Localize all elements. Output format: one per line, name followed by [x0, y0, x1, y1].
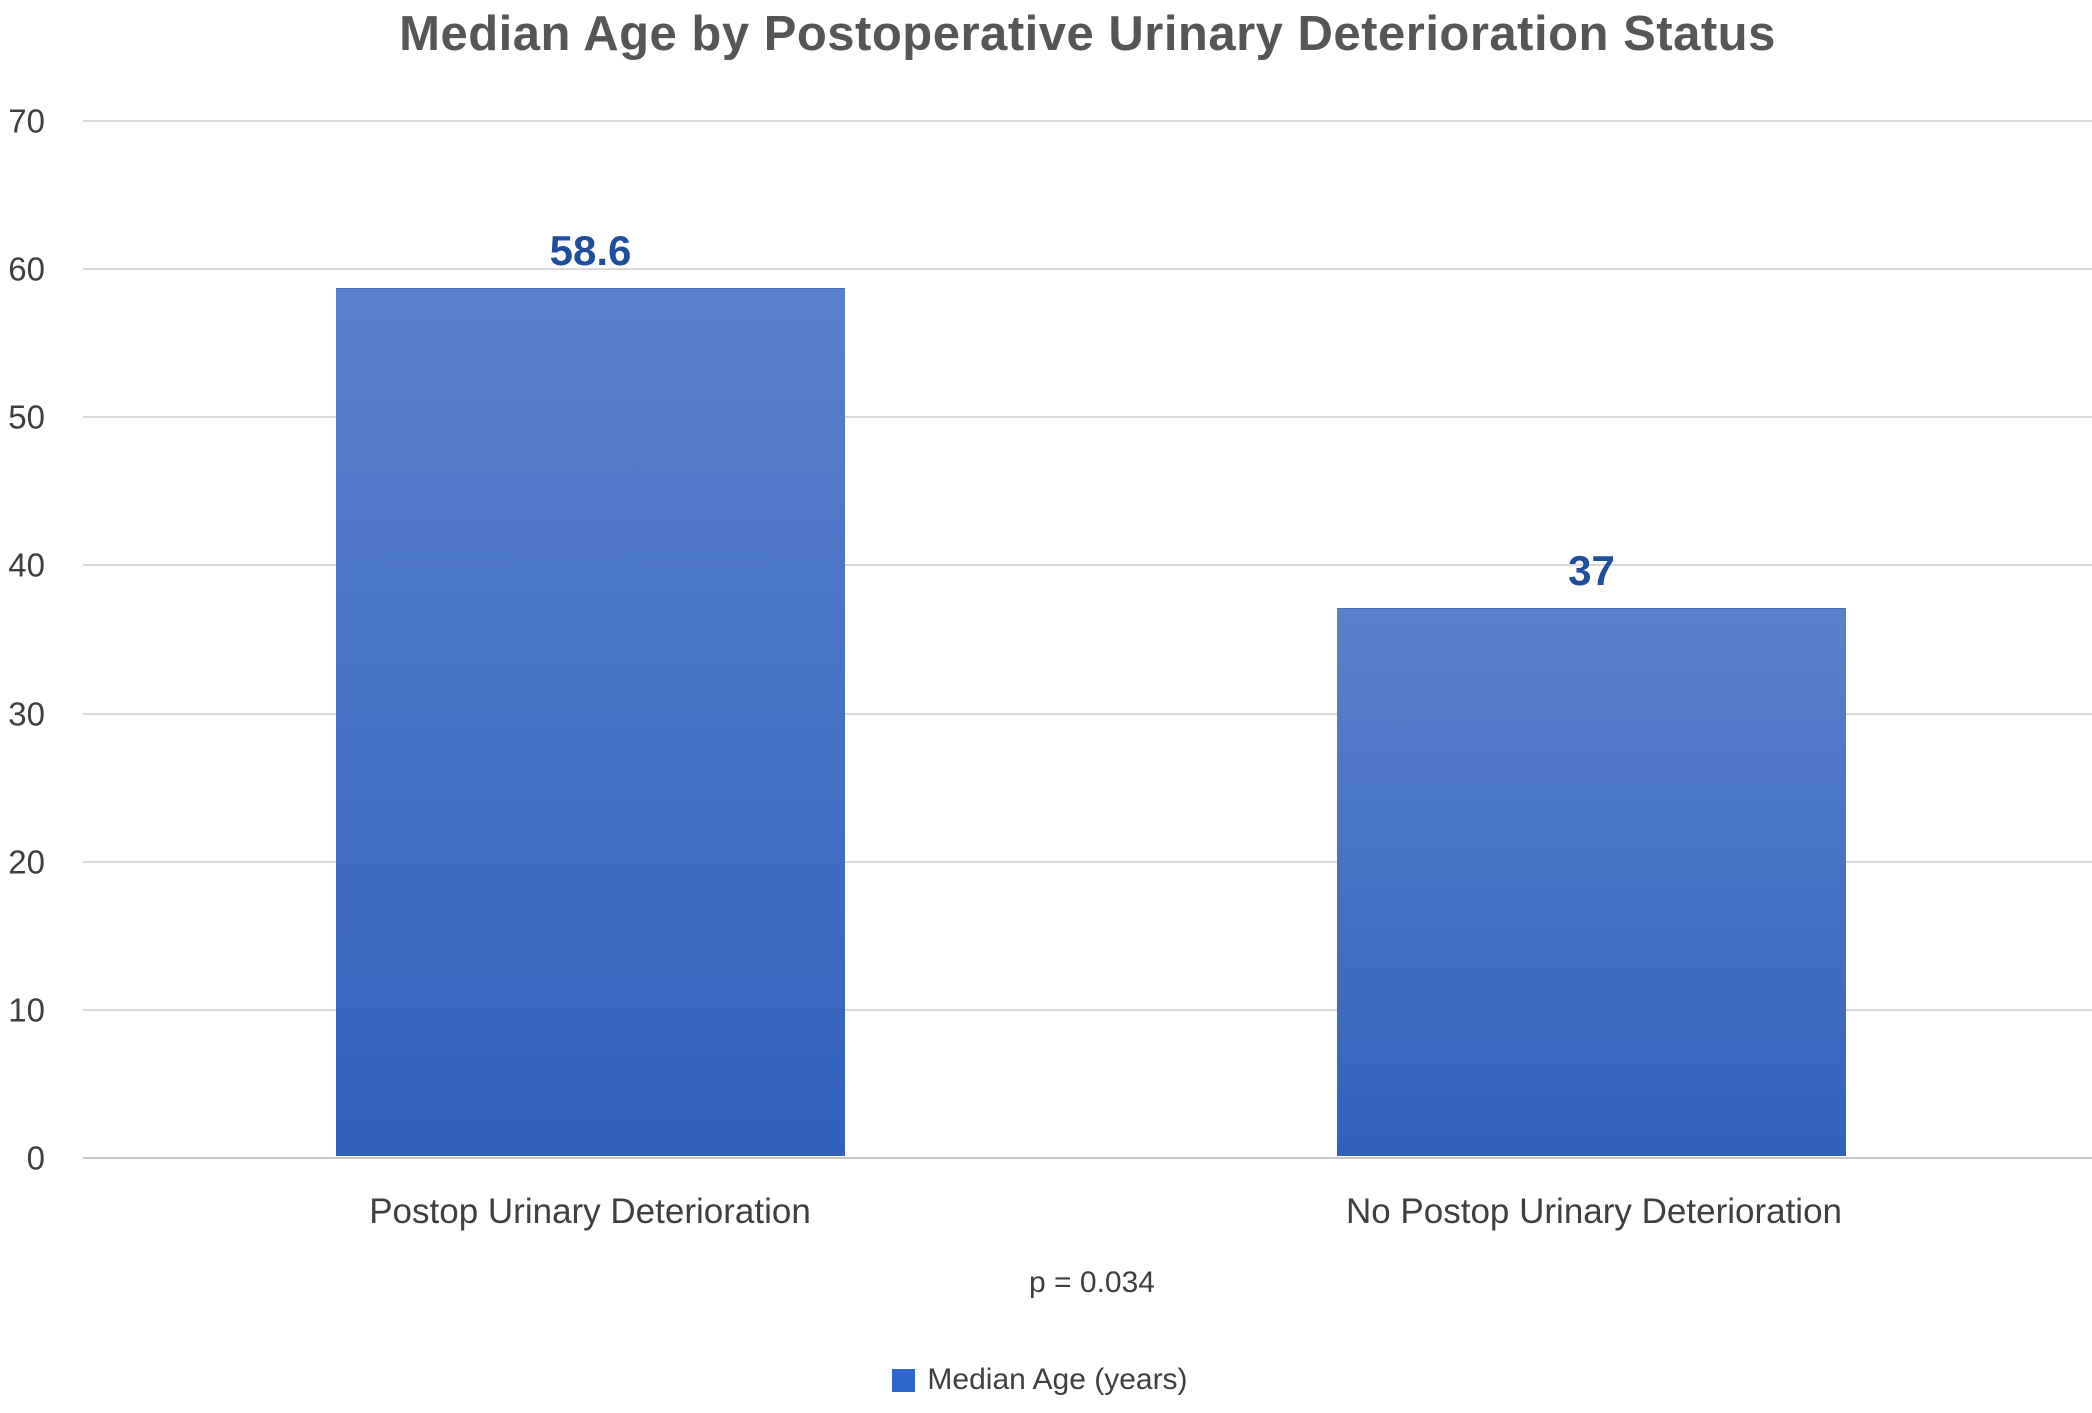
- y-tick-label: 40: [8, 546, 45, 584]
- gridline-50: [83, 416, 2092, 419]
- gridline-60: [83, 268, 2092, 271]
- y-tick-label: 50: [8, 398, 45, 436]
- gridline-20: [83, 860, 2092, 863]
- bar-value-label: 37: [1568, 546, 1615, 594]
- bar-postop-urinary-deterioration: 58.6: [336, 229, 845, 1156]
- chart-title: Median Age by Postoperative Urinary Dete…: [399, 7, 1776, 61]
- x-category-label: Postop Urinary Deterioration: [369, 1192, 811, 1231]
- plot-area: 58.6 37: [83, 120, 2092, 1159]
- y-tick-label: 20: [8, 843, 45, 881]
- gridline-70: [83, 120, 2092, 122]
- y-tick-label: 30: [8, 695, 45, 733]
- bar-value-label: 58.6: [549, 226, 632, 274]
- gridline-40: [83, 564, 2092, 567]
- y-axis: 0 10 20 30 40 50 60 70: [0, 105, 48, 1175]
- legend: Median Age (years): [0, 1362, 2080, 1398]
- y-tick-label: 10: [8, 991, 45, 1029]
- gridline-30: [83, 712, 2092, 715]
- gridline-0: [83, 1157, 2092, 1159]
- p-value-annotation: p = 0.034: [1029, 1266, 1155, 1299]
- y-tick-label: 0: [26, 1139, 45, 1177]
- gridline-10: [83, 1008, 2092, 1011]
- x-category-label: No Postop Urinary Deterioration: [1345, 1192, 1843, 1231]
- y-tick-label: 60: [8, 250, 45, 288]
- y-tick-label: 70: [8, 102, 45, 140]
- legend-label: Median Age (years): [927, 1363, 1188, 1396]
- bar-no-postop-urinary-deterioration: 37: [1337, 549, 1846, 1156]
- legend-swatch-icon: [892, 1368, 916, 1392]
